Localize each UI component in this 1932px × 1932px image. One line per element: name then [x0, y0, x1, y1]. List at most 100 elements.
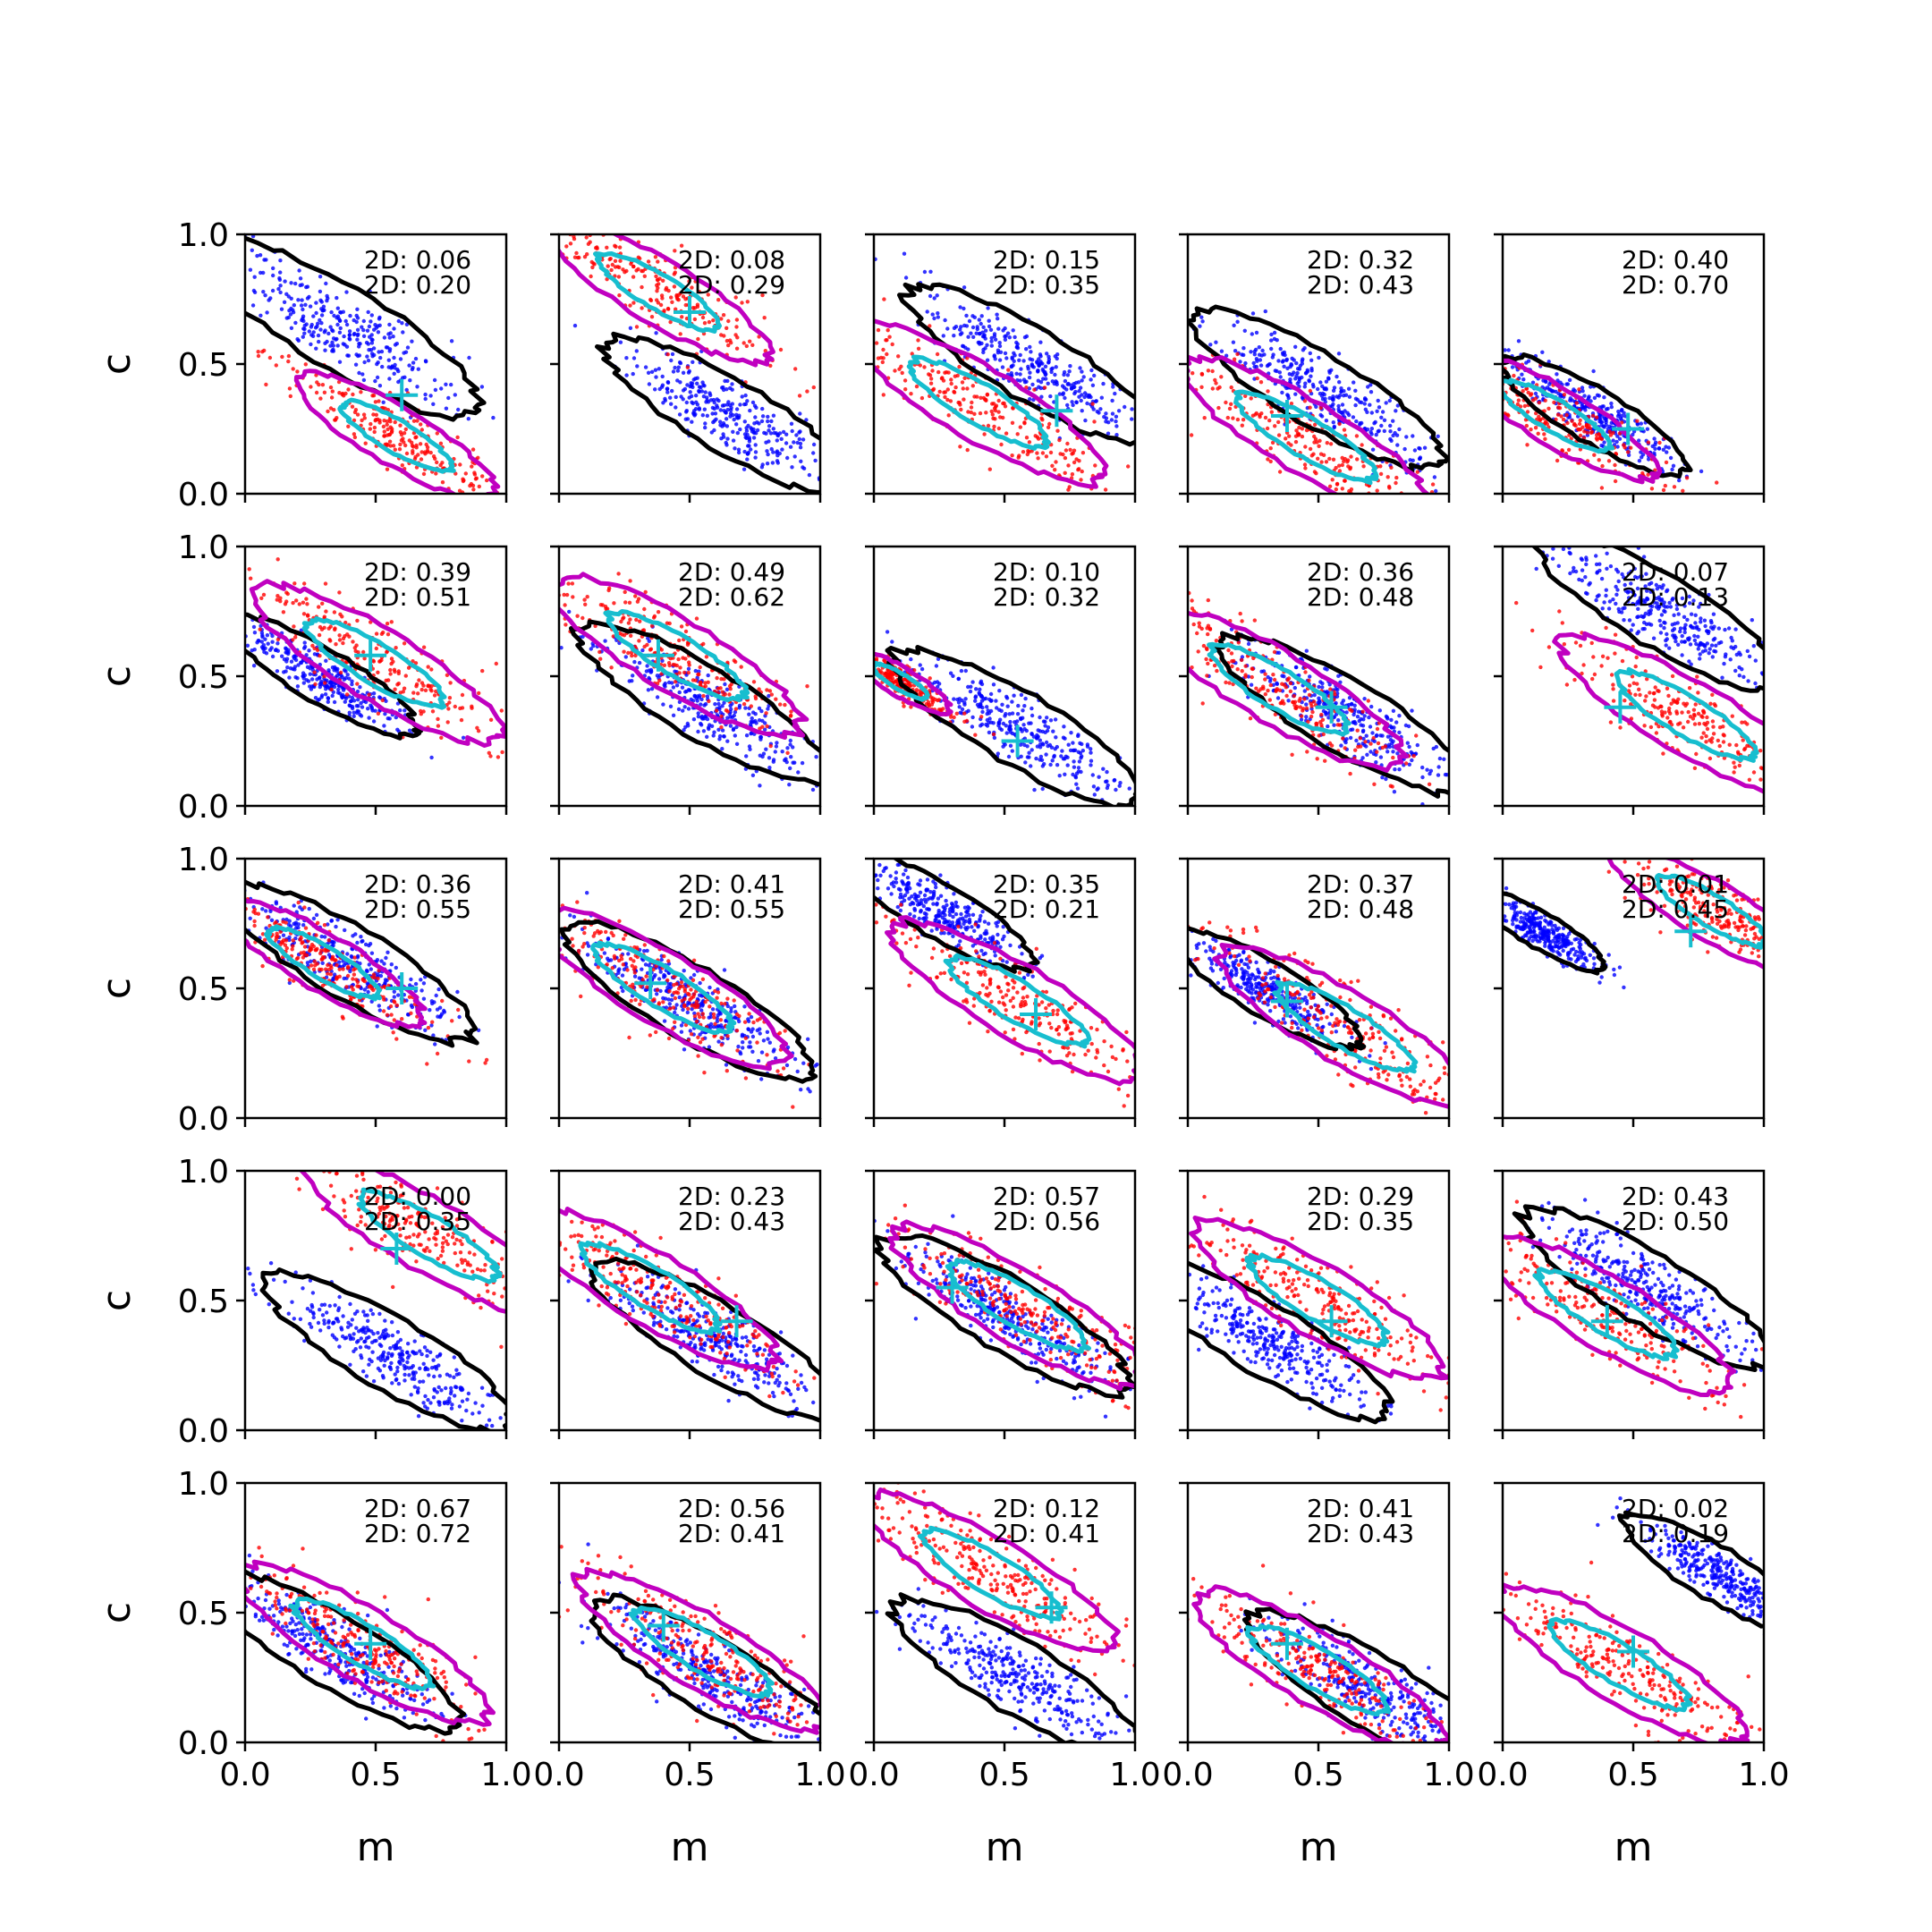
blue-sample-point — [280, 654, 284, 658]
red-sample-point — [295, 369, 300, 374]
blue-sample-point — [617, 640, 622, 646]
red-sample-point — [1555, 458, 1560, 463]
red-sample-point — [428, 450, 433, 455]
blue-sample-point — [1016, 703, 1021, 708]
red-sample-point — [874, 657, 879, 661]
blue-sample-point — [402, 708, 407, 713]
red-sample-point — [1192, 541, 1196, 545]
blue-sample-point — [661, 702, 665, 707]
blue-sample-point — [271, 273, 275, 278]
blue-sample-point — [301, 681, 306, 685]
red-sample-point — [370, 394, 375, 398]
blue-sample-point — [703, 421, 708, 426]
red-sample-point — [695, 302, 700, 307]
red-sample-point — [388, 425, 393, 429]
blue-sample-point — [1043, 724, 1047, 728]
blue-sample-point — [962, 285, 967, 290]
blue-sample-point — [225, 254, 229, 258]
red-sample-point — [1268, 446, 1273, 451]
red-sample-point — [1354, 434, 1360, 438]
blue-sample-point — [329, 309, 334, 315]
red-sample-point — [574, 250, 579, 256]
blue-sample-point — [355, 307, 360, 311]
blue-sample-point — [375, 375, 380, 380]
red-sample-point — [958, 445, 962, 449]
blue-sample-point — [303, 302, 308, 307]
red-sample-point — [621, 267, 625, 272]
blue-sample-point — [353, 362, 359, 367]
cyan-contour — [1233, 389, 1379, 486]
red-sample-point — [1530, 392, 1534, 396]
blue-sample-point — [1046, 381, 1050, 386]
red-sample-point — [435, 460, 439, 465]
red-sample-point — [447, 700, 452, 705]
red-sample-point — [986, 423, 991, 428]
blue-sample-point — [296, 663, 301, 667]
red-sample-point — [261, 592, 267, 597]
red-sample-point — [1465, 377, 1469, 380]
red-sample-point — [389, 657, 394, 661]
blue-sample-point — [314, 301, 318, 305]
panel-annotation: 2D: 0.62 — [678, 582, 785, 612]
panel-annotation: 2D: 0.08 — [678, 245, 785, 275]
blue-sample-point — [228, 250, 232, 254]
blue-sample-point — [202, 273, 206, 276]
blue-sample-point — [1316, 386, 1320, 392]
red-sample-point — [326, 409, 330, 414]
red-sample-point — [332, 408, 336, 412]
red-sample-point — [982, 432, 987, 436]
cross-marker — [1001, 724, 1034, 758]
red-sample-point — [445, 720, 450, 724]
red-sample-point — [1577, 421, 1582, 427]
blue-sample-point — [1369, 411, 1375, 415]
blue-sample-point — [979, 682, 985, 687]
red-sample-point — [884, 671, 888, 676]
blue-sample-point — [1062, 372, 1066, 377]
blue-sample-point — [1637, 438, 1641, 443]
blue-sample-point — [630, 679, 634, 683]
red-sample-point — [485, 504, 488, 508]
blue-sample-point — [909, 657, 913, 662]
blue-sample-point — [1141, 786, 1145, 790]
red-sample-point — [725, 709, 730, 714]
blue-sample-point — [1363, 397, 1368, 402]
red-sample-point — [488, 754, 493, 758]
red-sample-point — [1340, 455, 1344, 461]
blue-sample-point — [1073, 775, 1079, 780]
y-tick-label: 0.5 — [178, 659, 229, 696]
blue-sample-point — [1298, 363, 1303, 369]
red-sample-point — [916, 338, 920, 343]
red-sample-point — [388, 444, 393, 448]
red-sample-point — [1606, 459, 1612, 463]
red-sample-point — [1319, 460, 1324, 464]
red-sample-point — [426, 665, 430, 669]
blue-sample-point — [1027, 375, 1032, 380]
red-sample-point — [1475, 385, 1479, 388]
blue-sample-point — [781, 429, 786, 435]
red-sample-point — [724, 326, 729, 330]
red-sample-point — [719, 317, 724, 321]
red-sample-point — [294, 598, 299, 603]
red-sample-point — [1308, 446, 1313, 452]
blue-sample-point — [1332, 386, 1337, 390]
red-sample-point — [258, 627, 262, 631]
red-sample-point — [760, 724, 765, 729]
blue-sample-point — [234, 275, 238, 279]
y-tick-label: 0.0 — [178, 477, 229, 513]
red-sample-point — [1010, 420, 1015, 425]
blue-sample-point — [718, 408, 723, 412]
blue-sample-point — [1030, 713, 1035, 718]
red-sample-point — [618, 258, 623, 263]
red-sample-point — [863, 660, 867, 664]
red-sample — [863, 654, 996, 737]
red-sample-point — [1342, 459, 1346, 463]
red-sample-point — [291, 367, 295, 371]
blue-sample-point — [980, 705, 985, 710]
blue-sample-point — [1665, 450, 1669, 454]
blue-sample-point — [431, 402, 436, 406]
red-sample-point — [1330, 478, 1335, 482]
red-sample-point — [397, 447, 402, 452]
blue-sample-point — [1355, 715, 1360, 719]
red-sample-point — [1189, 433, 1194, 437]
